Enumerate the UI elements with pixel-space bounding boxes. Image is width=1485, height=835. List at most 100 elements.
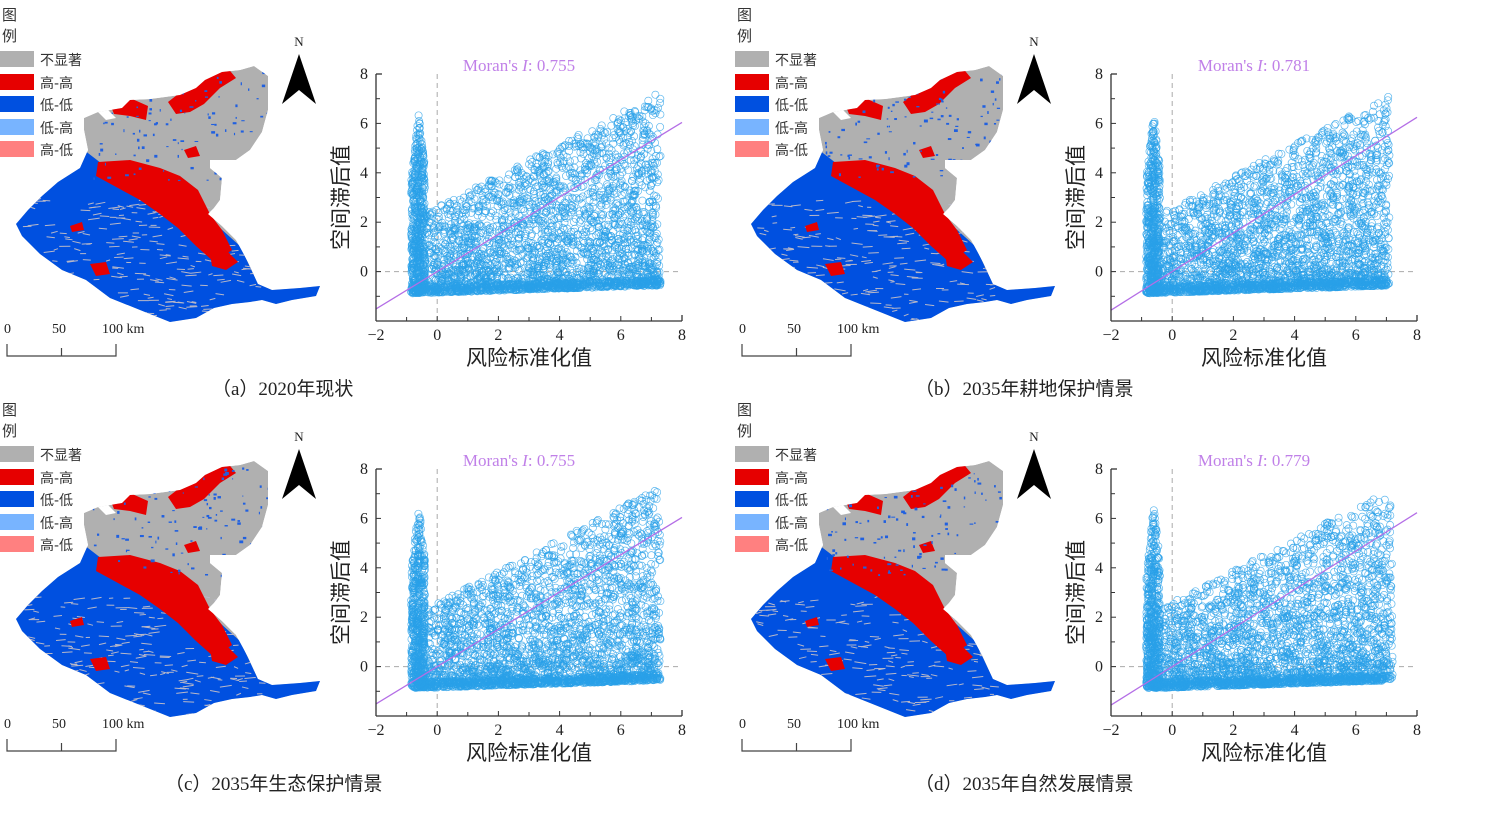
map-texture-stroke [183, 290, 194, 294]
north-arrow: N [282, 34, 316, 106]
scatter-point [525, 264, 534, 273]
scatter-point [417, 140, 426, 149]
map-low-low-speck [837, 136, 841, 139]
scatter-point [452, 282, 461, 291]
map-low-low-speck [929, 117, 934, 120]
map-texture-stroke [818, 318, 827, 321]
scatter-point [624, 166, 633, 175]
scatter-point [555, 182, 564, 191]
map-texture-stroke [86, 317, 93, 320]
map-low-low-speck [915, 92, 919, 95]
map-texture-stroke [815, 208, 825, 212]
scatter-point [511, 207, 520, 216]
scatter-point [583, 209, 591, 218]
map-low-low-speck [945, 107, 948, 109]
scatter-point [495, 180, 504, 189]
map-low-low-speck [220, 172, 223, 176]
scatter-point [434, 232, 442, 241]
scatter-point [481, 207, 489, 216]
scatter-point [526, 221, 535, 230]
map-texture-stroke [815, 199, 824, 202]
scatter-point [589, 198, 598, 207]
map-texture-stroke [862, 245, 873, 248]
map-low-low-speck [214, 171, 218, 175]
map-low-low-speck [235, 104, 238, 108]
map-texture-stroke [112, 238, 124, 240]
map-low-low-speck [828, 131, 831, 133]
map-low-low-speck [937, 118, 941, 121]
map-texture-stroke [781, 253, 788, 257]
scatter-point [494, 268, 503, 277]
map-low-low-speck [892, 103, 895, 107]
scatter-point [450, 218, 459, 227]
map-texture-stroke [759, 232, 767, 236]
scatter-point [414, 164, 423, 173]
lisa-cluster-map [16, 66, 320, 322]
map-high-high-area [90, 262, 110, 276]
scatter-point [544, 239, 553, 248]
scatter-point [519, 219, 528, 228]
scatter-point [644, 160, 653, 169]
scatter-point [517, 169, 526, 177]
scatter-point [595, 239, 604, 247]
map-low-low-speck [162, 170, 165, 172]
scatter-point [574, 142, 583, 150]
scatter-point [632, 169, 641, 178]
map-texture-stroke [755, 319, 763, 322]
scatter-point [417, 215, 426, 223]
scatter-point [524, 266, 533, 275]
scatter-point [616, 164, 625, 173]
scatter-point [412, 131, 421, 140]
map-low-low-speck [194, 100, 197, 102]
scatter-point [650, 106, 659, 114]
scatter-point [605, 144, 614, 153]
scatter-point [633, 281, 642, 290]
scatter-point [477, 283, 486, 292]
scatter-point [628, 177, 637, 186]
scatter-point [628, 279, 637, 288]
scatter-point [476, 221, 485, 230]
scatter-point [433, 225, 442, 234]
scatter-point [412, 240, 421, 248]
map-low-low-speck [136, 106, 139, 109]
scatter-point [631, 187, 639, 195]
scatter-point [414, 192, 423, 201]
scatter-point [428, 242, 437, 251]
map-texture-stroke [932, 263, 945, 267]
scatter-point [656, 152, 665, 160]
scatter-point [512, 281, 521, 290]
map-texture-stroke [155, 278, 163, 281]
x-axis-label: 风险标准化值 [466, 346, 592, 370]
scatter-point [542, 207, 551, 216]
map-low-low-speck [111, 112, 114, 114]
scatter-point [483, 221, 492, 230]
map-low-low-speck [93, 177, 95, 180]
scatter-point [642, 166, 650, 175]
map-texture-stroke [816, 264, 825, 268]
scatter-point [470, 261, 479, 270]
map-texture-stroke [797, 246, 810, 249]
map-texture-stroke [106, 242, 115, 244]
scatter-point [575, 207, 584, 216]
map-texture-stroke [84, 297, 90, 300]
map-low-low-speck [953, 129, 958, 132]
map-texture-stroke [136, 207, 146, 210]
map-texture-stroke [92, 212, 102, 216]
scatter-point [414, 111, 423, 120]
scatter-point [558, 262, 566, 271]
map-texture-stroke [827, 237, 834, 241]
scatter-point [575, 281, 584, 289]
map-texture-stroke [245, 251, 252, 253]
map-texture-stroke [759, 271, 768, 274]
map-low-low-speck [980, 78, 983, 82]
map-nodata-area [833, 110, 851, 120]
map-low-low-speck [133, 154, 136, 157]
scatter-point [474, 273, 483, 282]
map-texture-stroke [887, 220, 896, 223]
map-low-low-speck [906, 149, 908, 153]
scatter-point [583, 190, 592, 199]
scatter-point [606, 167, 615, 176]
map-low-low-speck [141, 146, 145, 150]
scatter-point [570, 139, 579, 148]
scatter-point [526, 155, 535, 164]
